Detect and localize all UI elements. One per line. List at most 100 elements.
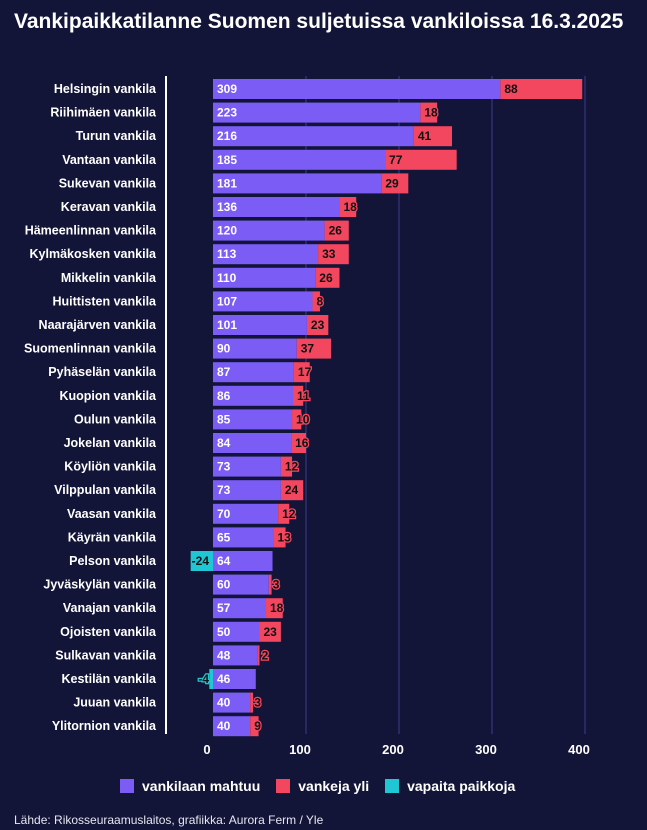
bar-capacity bbox=[213, 456, 281, 477]
bar-over bbox=[381, 173, 409, 194]
bar-capacity bbox=[213, 621, 260, 642]
category-label: Vilppulan vankila bbox=[54, 483, 157, 497]
data-label-capacity: 40 bbox=[217, 719, 231, 733]
category-label: Hämeenlinnan vankila bbox=[25, 224, 157, 238]
bar-over bbox=[318, 244, 349, 265]
category-label: Sulkavan vankila bbox=[55, 648, 157, 662]
bar-over bbox=[312, 291, 320, 312]
data-label-over: 13 bbox=[277, 530, 291, 544]
bar-over bbox=[268, 574, 272, 595]
data-label-over: 18 bbox=[343, 200, 357, 214]
bar-capacity bbox=[213, 480, 281, 501]
category-label: Ylitornion vankila bbox=[52, 719, 157, 733]
bar-capacity bbox=[213, 716, 251, 737]
bar-over bbox=[280, 456, 293, 477]
legend-item-free: vapaita paikkoja bbox=[385, 778, 515, 794]
data-label-over: 26 bbox=[319, 271, 333, 285]
data-label-capacity: 40 bbox=[217, 696, 231, 710]
data-label-capacity: 101 bbox=[217, 318, 237, 332]
bar-free bbox=[190, 551, 213, 571]
data-label-capacity: 86 bbox=[217, 389, 231, 403]
data-label-over: 23 bbox=[264, 625, 278, 639]
category-label: Oulun vankila bbox=[74, 412, 157, 426]
data-label-capacity: 73 bbox=[217, 460, 231, 474]
source-note: Lähde: Rikosseuraamuslaitos, grafiikka: … bbox=[14, 813, 324, 827]
bar-capacity bbox=[213, 598, 267, 619]
data-label-capacity: 181 bbox=[217, 176, 237, 190]
data-label-free: -24 bbox=[192, 554, 210, 568]
x-tick-label: 0 bbox=[203, 742, 210, 757]
legend-swatch-capacity bbox=[120, 779, 134, 793]
category-label: Käyrän vankila bbox=[68, 530, 157, 544]
data-label-over: 88 bbox=[504, 82, 518, 96]
data-label-over: 24 bbox=[285, 483, 299, 497]
bar-over bbox=[278, 503, 290, 524]
bar-capacity bbox=[213, 433, 292, 453]
category-label: Huittisten vankila bbox=[53, 294, 158, 308]
data-label-capacity: 60 bbox=[217, 578, 231, 592]
bar-capacity bbox=[213, 409, 293, 430]
bar-over bbox=[315, 267, 340, 288]
data-label-over: 12 bbox=[285, 460, 299, 474]
data-label-over: 29 bbox=[385, 176, 399, 190]
axis-layer: 0 100 200 300 400 bbox=[165, 76, 590, 757]
data-label-over: 77 bbox=[389, 153, 403, 167]
bar-capacity bbox=[213, 315, 307, 335]
data-label-capacity: 107 bbox=[217, 294, 237, 308]
legend-item-capacity: vankilaan mahtuu bbox=[120, 778, 260, 794]
category-label: Keravan vankila bbox=[61, 200, 157, 214]
data-label-capacity: 73 bbox=[217, 483, 231, 497]
category-label: Köyliön vankila bbox=[64, 460, 157, 474]
category-label: Juuan vankila bbox=[73, 696, 157, 710]
bar-capacity bbox=[213, 692, 251, 713]
x-tick-label: 200 bbox=[382, 742, 404, 757]
bar-capacity bbox=[213, 669, 256, 689]
data-label-capacity: 85 bbox=[217, 412, 231, 426]
category-label: Turun vankila bbox=[76, 129, 157, 143]
bar-free bbox=[209, 669, 213, 689]
data-label-capacity: 84 bbox=[217, 436, 231, 450]
category-label: Riihimäen vankila bbox=[50, 106, 157, 120]
legend-swatch-free bbox=[385, 779, 400, 793]
data-label-capacity: 216 bbox=[217, 129, 237, 143]
data-label-capacity: 70 bbox=[217, 507, 231, 521]
bar-capacity bbox=[213, 574, 269, 595]
category-label: Kuopion vankila bbox=[59, 389, 157, 403]
data-label-over: 33 bbox=[322, 247, 336, 261]
x-tick-label: 300 bbox=[475, 742, 497, 757]
bar-capacity bbox=[213, 362, 294, 383]
bar-over bbox=[280, 480, 304, 501]
category-label: Sukevan vankila bbox=[59, 176, 157, 190]
bar-capacity bbox=[213, 149, 386, 170]
category-label: Jyväskylän vankila bbox=[43, 578, 157, 592]
data-label-over: 2 bbox=[262, 648, 269, 662]
bar-over bbox=[413, 126, 453, 147]
labels-layer: Helsingin vankila 309 88 Riihimäen vankila 2… bbox=[24, 81, 519, 735]
bar-over bbox=[293, 362, 310, 383]
x-tick-label: 400 bbox=[568, 742, 590, 757]
category-label: Mikkelin vankila bbox=[61, 271, 157, 285]
bar-over bbox=[291, 433, 306, 453]
bar-over bbox=[259, 621, 281, 642]
bar-over bbox=[339, 197, 357, 217]
legend-label-over: vankeja yli bbox=[298, 778, 370, 794]
category-label: Kylmäkosken vankila bbox=[30, 247, 158, 261]
data-label-over: 37 bbox=[301, 342, 315, 356]
bar-over bbox=[385, 149, 457, 170]
data-label-capacity: 110 bbox=[217, 271, 237, 285]
data-label-capacity: 57 bbox=[217, 601, 231, 615]
legend-item-over: vankeja yli bbox=[276, 778, 369, 794]
x-tick-label: 100 bbox=[289, 742, 311, 757]
bar-over bbox=[292, 409, 302, 430]
data-label-over: 9 bbox=[254, 719, 261, 733]
category-label: Naarajärven vankila bbox=[39, 318, 157, 332]
bar-capacity bbox=[213, 551, 273, 571]
bar-capacity bbox=[213, 385, 293, 406]
data-label-over: 12 bbox=[282, 507, 296, 521]
category-label: Pelson vankila bbox=[69, 554, 157, 568]
data-label-over: 26 bbox=[329, 224, 343, 238]
bar-over bbox=[250, 692, 253, 713]
data-label-free: -4 bbox=[198, 672, 209, 686]
data-label-over: 41 bbox=[418, 129, 432, 143]
